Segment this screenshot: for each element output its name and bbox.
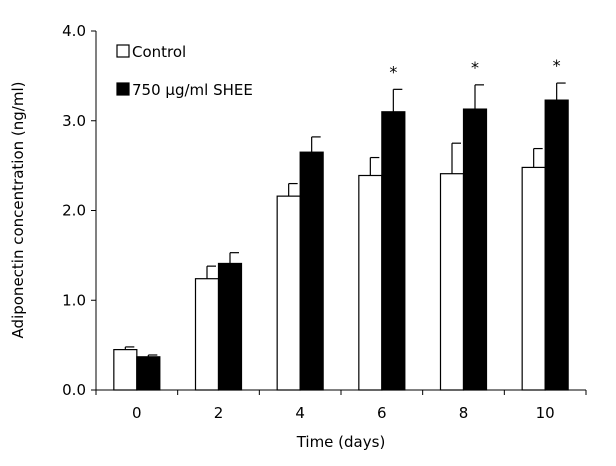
bar-control [521,166,546,391]
legend-swatch-control [116,44,130,58]
x-tick-label: 2 [214,404,224,422]
bar-shee [544,99,569,391]
error-bars [124,82,566,357]
legend: Control 750 μg/ml SHEE [116,43,253,99]
y-tick-label: 3.0 [62,112,86,130]
y-axis-label: Adiponectin concentration (ng/ml) [9,82,27,339]
x-axis-label: Time (days) [296,433,386,451]
bar-shee [217,262,243,391]
bar-control [276,195,301,391]
significance-star: * [389,62,397,81]
bar-shee [136,356,161,391]
x-tick-label: 0 [132,404,142,422]
y-tick-label: 4.0 [62,22,86,40]
bar-control [358,174,383,391]
x-tick-label: 10 [536,404,555,422]
y-tick-label: 1.0 [62,291,86,309]
bar-control [194,278,220,391]
x-tick-label: 6 [377,404,387,422]
x-tick-label: 4 [295,404,305,422]
y-tick-label: 2.0 [62,202,86,220]
bar-shee [462,108,488,391]
bars [113,99,569,391]
significance-star: * [471,58,479,77]
bar-shee [299,151,324,391]
legend-label-shee: 750 μg/ml SHEE [132,81,253,99]
bar-control [113,349,138,391]
legend-swatch-shee [116,82,130,96]
significance-markers: * * * [389,56,560,81]
x-tick-label: 8 [459,404,469,422]
significance-star: * [553,56,561,75]
y-tick-label: 0.0 [62,381,86,399]
axes: 0.0 1.0 2.0 3.0 4.0 0 2 4 6 8 10 [62,22,587,422]
legend-label-control: Control [132,43,186,61]
bar-shee [381,111,406,391]
bar-control [439,173,465,391]
